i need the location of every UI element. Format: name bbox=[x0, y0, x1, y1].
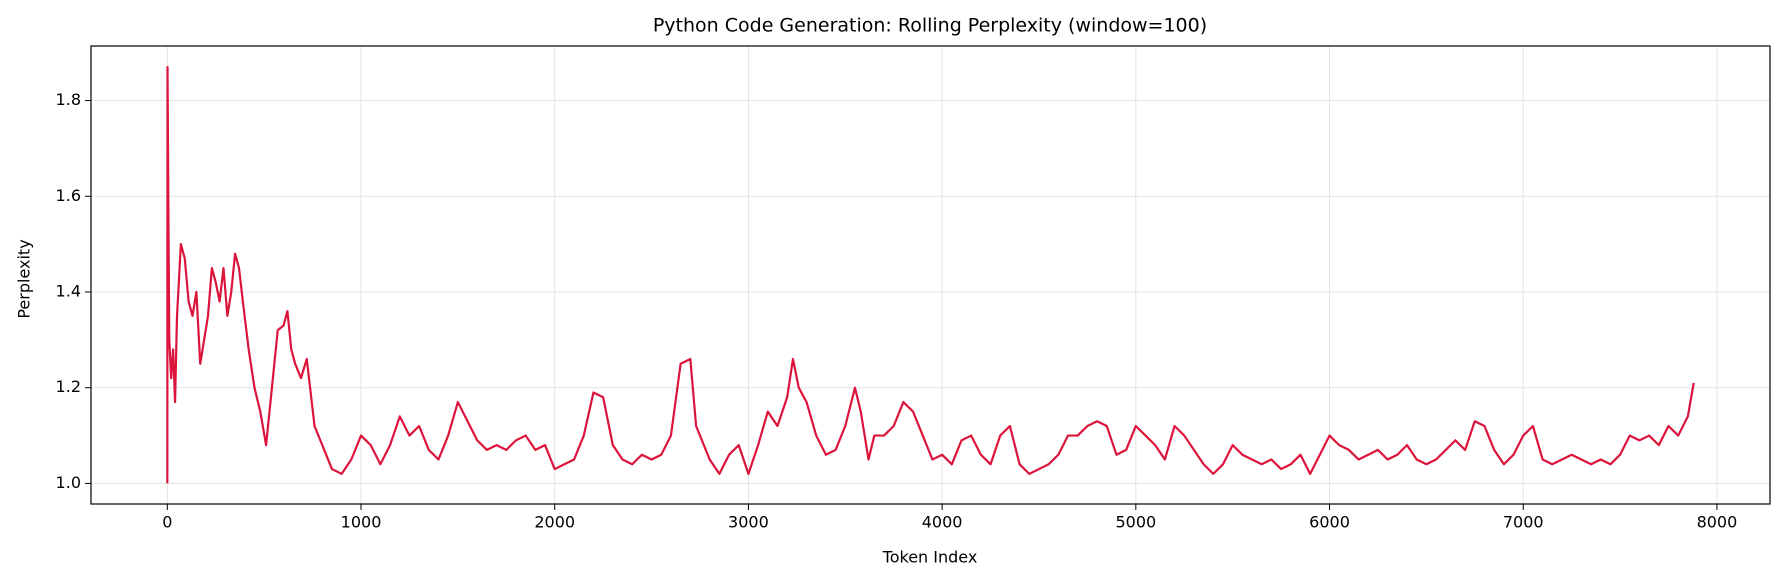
x-tick-label: 5000 bbox=[1115, 513, 1156, 532]
x-tick-label: 4000 bbox=[922, 513, 963, 532]
x-tick-label: 3000 bbox=[728, 513, 769, 532]
y-tick-label: 1.2 bbox=[56, 377, 81, 396]
x-tick-label: 7000 bbox=[1503, 513, 1544, 532]
data-line bbox=[166, 65, 1695, 484]
x-tick-label: 2000 bbox=[534, 513, 575, 532]
y-tick-label: 1.4 bbox=[56, 281, 81, 300]
x-tick-label: 6000 bbox=[1309, 513, 1350, 532]
plot-frame bbox=[90, 45, 1771, 505]
y-axis-label: Perplexity bbox=[15, 239, 34, 318]
chart-title: Python Code Generation: Rolling Perplexi… bbox=[653, 15, 1207, 37]
x-tick-label: 1000 bbox=[341, 513, 382, 532]
y-tick-label: 1.8 bbox=[56, 90, 81, 109]
x-tick-label: 8000 bbox=[1697, 513, 1738, 532]
y-tick-label: 1.0 bbox=[56, 473, 81, 492]
x-tick-label: 0 bbox=[162, 513, 172, 532]
y-tick-label: 1.6 bbox=[56, 186, 81, 205]
x-axis-label: Token Index bbox=[882, 548, 978, 567]
